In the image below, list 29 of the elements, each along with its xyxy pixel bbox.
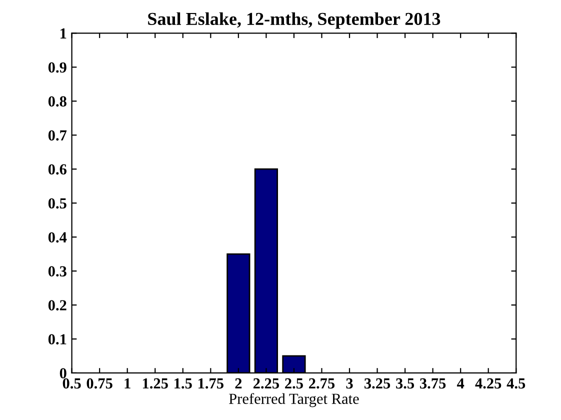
x-tick-label: 0.75 (86, 378, 112, 389)
x-tick-label: 4 (456, 378, 464, 388)
x-tick-label: 3.75 (420, 378, 446, 389)
x-tick-label: 1.5 (174, 378, 192, 389)
x-tick-label: 2.75 (309, 378, 335, 389)
x-tick-label: 2.25 (253, 378, 280, 389)
y-tick-label: 0.8 (48, 96, 66, 107)
y-tick-label: 0.4 (48, 232, 67, 243)
x-tick-label: 1.25 (142, 378, 168, 389)
x-tick-label: 2 (235, 378, 242, 388)
y-tick-label: 0.7 (48, 130, 67, 141)
x-tick-label: 3 (346, 378, 353, 389)
x-tick-label: 4.25 (475, 378, 502, 389)
y-tick-label: 0.2 (48, 300, 66, 311)
y-tick-label: 0 (60, 368, 66, 378)
chart-title: Saul Eslake, 12-mths, September 2013 (148, 12, 440, 29)
y-tick-label: 0.3 (48, 266, 66, 277)
x-tick-label: 4.5 (506, 378, 526, 389)
y-tick-label: 0.5 (48, 198, 66, 209)
y-tick-label: 0.9 (48, 62, 66, 73)
x-tick-label: 3.5 (396, 378, 414, 389)
x-tick-label: 1 (124, 378, 130, 388)
x-tick-label: 2.5 (285, 378, 303, 389)
y-tick-label: 0.6 (48, 164, 66, 175)
x-axis-title: Preferred Target Rate (229, 393, 359, 408)
y-tick-label: 0.1 (48, 334, 66, 344)
x-tick-label: 1.75 (198, 378, 224, 389)
y-tick-label: 1 (60, 28, 66, 38)
x-tick-label: 3.25 (364, 378, 390, 389)
